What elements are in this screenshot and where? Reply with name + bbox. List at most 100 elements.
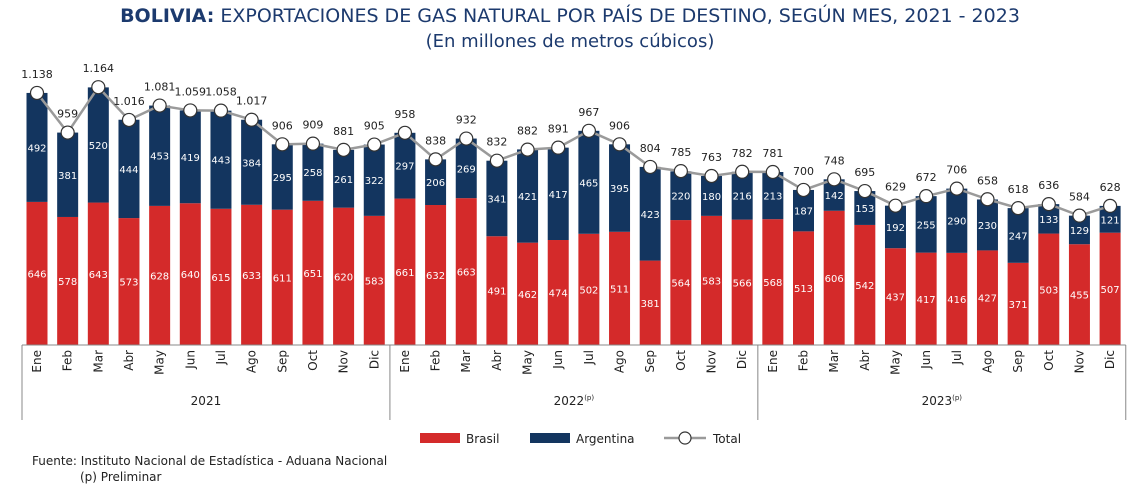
total-marker: [91, 80, 106, 95]
label-total: 584: [1069, 191, 1090, 204]
label-total: 832: [486, 136, 507, 149]
bar-brasil: [241, 204, 263, 345]
label-brasil: 583: [702, 276, 721, 287]
label-brasil: 633: [242, 271, 261, 282]
label-brasil: 502: [579, 285, 598, 296]
label-argentina: 395: [610, 184, 629, 195]
total-marker: [1041, 197, 1056, 212]
label-total: 706: [946, 164, 967, 177]
label-total: 781: [762, 147, 783, 160]
bar-brasil: [149, 205, 171, 345]
month-tick-label: Jul: [950, 350, 964, 365]
label-brasil: 503: [1039, 285, 1058, 296]
label-total: 967: [578, 106, 599, 119]
label-total: 804: [640, 142, 661, 155]
bar-argentina: [701, 175, 723, 216]
label-total: 672: [916, 171, 937, 184]
year-text: 2021: [191, 394, 222, 408]
total-marker: [612, 137, 627, 152]
bar-argentina: [57, 132, 79, 217]
month-tick-label: Mar: [459, 350, 473, 373]
label-brasil: 573: [119, 278, 138, 289]
label-argentina: 443: [211, 156, 230, 167]
month-tick-label: Ene: [30, 350, 44, 373]
bar-brasil: [87, 202, 109, 345]
total-marker: [735, 164, 750, 179]
month-tick-label: Abr: [122, 350, 136, 371]
total-marker: [183, 103, 198, 118]
label-argentina: 153: [855, 204, 874, 215]
label-brasil: 606: [825, 274, 844, 285]
bar-argentina: [241, 119, 263, 205]
source-note: Fuente: Instituto Nacional de Estadístic…: [32, 454, 387, 468]
total-marker: [397, 125, 413, 140]
label-brasil: 611: [273, 273, 292, 284]
bar-argentina: [26, 92, 48, 202]
total-marker: [121, 112, 137, 128]
label-total: 763: [701, 151, 722, 164]
label-total: 882: [517, 125, 538, 138]
month-tick-label: Ene: [766, 350, 780, 373]
bar-brasil: [884, 248, 906, 345]
bar-brasil: [179, 203, 201, 345]
month-tick-label: Jun: [183, 350, 197, 370]
total-marker: [367, 137, 382, 152]
label-argentina: 216: [733, 192, 752, 203]
label-argentina: 444: [119, 165, 138, 176]
total-marker: [857, 183, 872, 199]
legend: Brasil Argentina Total: [420, 431, 741, 446]
total-marker: [520, 142, 535, 157]
bar-brasil: [118, 218, 140, 345]
month-tick-label: Mar: [91, 350, 105, 373]
month-tick-label: Oct: [306, 350, 320, 371]
month-tick-label: Dic: [1103, 350, 1117, 369]
total-marker: [459, 131, 474, 146]
label-argentina: 255: [917, 220, 936, 231]
label-argentina: 230: [978, 221, 997, 232]
bar-brasil: [976, 250, 998, 345]
label-total: 905: [364, 120, 385, 133]
bar-brasil: [854, 224, 876, 345]
bar-argentina: [823, 179, 845, 211]
year-preliminary-mark: (p): [952, 394, 962, 402]
bar-brasil: [1038, 233, 1060, 345]
total-marker: [888, 198, 903, 213]
bar-argentina: [1099, 205, 1121, 233]
bar-argentina: [1068, 215, 1090, 245]
total-marker: [336, 142, 351, 157]
label-total: 1.081: [144, 81, 176, 94]
label-argentina: 341: [487, 194, 506, 205]
bar-brasil: [1099, 232, 1121, 345]
label-argentina: 121: [1101, 215, 1120, 226]
month-tick-label: Ago: [245, 350, 259, 373]
bar-brasil: [609, 231, 631, 345]
label-brasil: 663: [457, 268, 476, 279]
label-total: 891: [548, 123, 569, 136]
bar-argentina: [210, 110, 232, 209]
label-brasil: 455: [1070, 291, 1089, 302]
total-marker: [29, 85, 45, 101]
bar-brasil: [1068, 244, 1090, 345]
month-tick-label: Feb: [797, 350, 811, 371]
label-argentina: 261: [334, 175, 353, 186]
month-tick-label: Dic: [735, 350, 749, 369]
label-argentina: 192: [886, 223, 905, 234]
label-argentina: 419: [181, 153, 200, 164]
month-tick-label: May: [153, 350, 167, 375]
label-total: 700: [793, 165, 814, 178]
month-tick-label: Oct: [1042, 350, 1056, 371]
label-total: 1.138: [21, 68, 53, 81]
total-marker: [428, 152, 443, 167]
label-brasil: 511: [610, 284, 629, 295]
bar-argentina: [639, 166, 661, 261]
label-brasil: 661: [395, 268, 414, 279]
year-label: 2023(p): [922, 394, 963, 408]
legend-swatch-total-marker: [678, 431, 692, 445]
label-brasil: 542: [855, 281, 874, 292]
bar-brasil: [26, 201, 48, 345]
bar-argentina: [793, 189, 814, 232]
label-brasil: 646: [27, 269, 46, 280]
bar-brasil: [701, 215, 723, 345]
bar-brasil: [639, 260, 661, 345]
label-total: 618: [1008, 183, 1029, 196]
